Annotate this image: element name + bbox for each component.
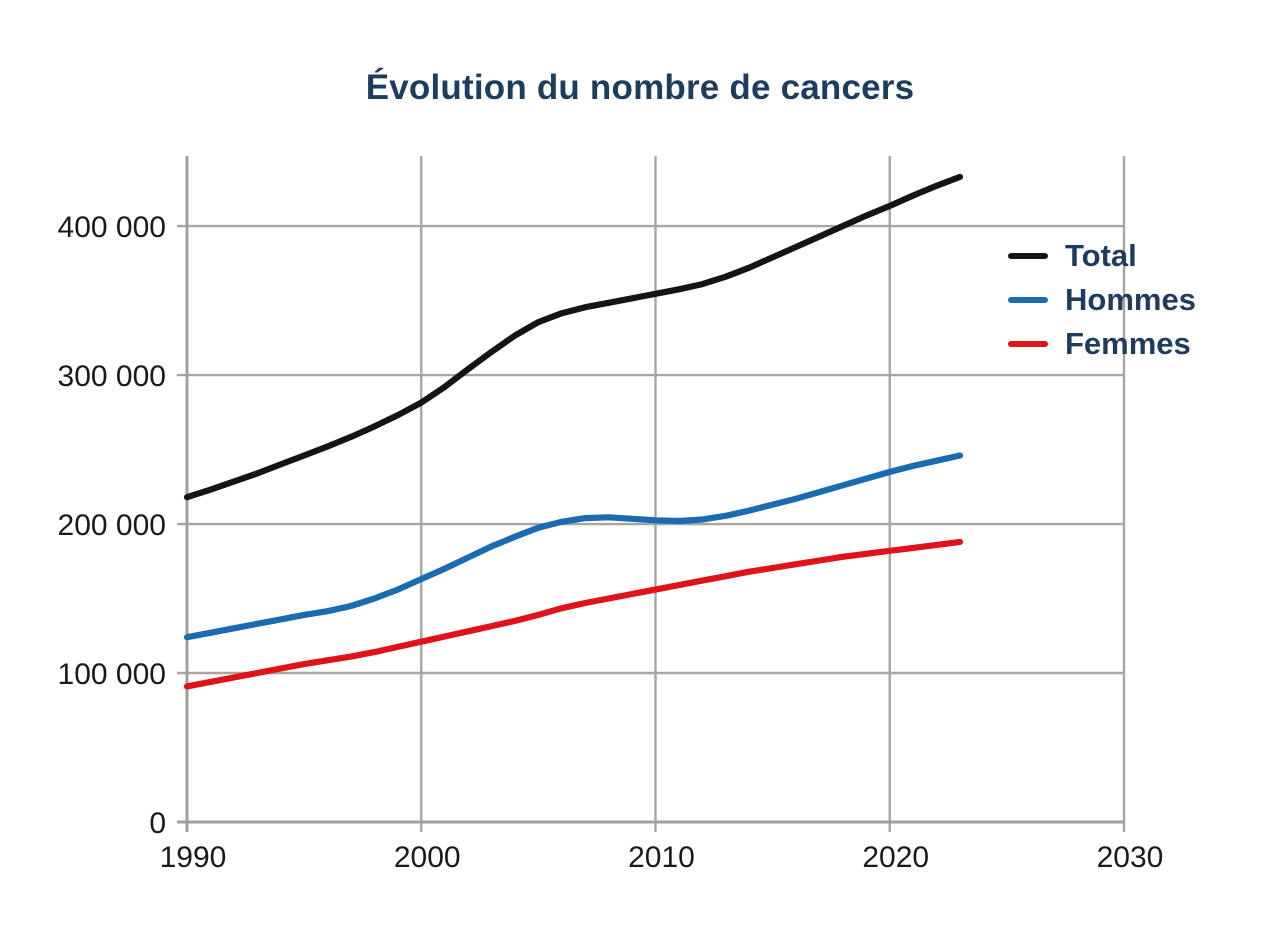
series-line-femmes [183, 538, 964, 690]
series-layer [183, 173, 964, 690]
x-tick-label: 2030 [1097, 841, 1164, 874]
grid-layer [177, 156, 1126, 832]
series-line-total [183, 173, 964, 501]
legend-swatch-femmes [1008, 341, 1048, 347]
y-tick-label: 200 000 [58, 509, 166, 542]
legend-label-femmes: Femmes [1065, 326, 1191, 361]
y-tick-label: 300 000 [58, 360, 166, 393]
legend: Total Hommes Femmes [1008, 234, 1196, 366]
legend-swatch-total [1008, 253, 1048, 259]
y-tick-label: 400 000 [58, 211, 166, 244]
legend-label-hommes: Hommes [1065, 282, 1196, 317]
tick-label-layer: 0 100 000 200 000 300 000 400 000 1990 2000 201… [58, 211, 1164, 874]
x-tick-label: 1990 [160, 841, 227, 874]
y-tick-label: 100 000 [58, 658, 166, 691]
x-tick-label: 2010 [628, 841, 695, 874]
legend-swatch-hommes [1008, 297, 1048, 303]
y-tick-label: 0 [149, 807, 166, 840]
axis-layer [177, 156, 1124, 832]
x-tick-label: 2000 [394, 841, 461, 874]
legend-label-total: Total [1065, 238, 1137, 273]
chart-title: Évolution du nombre de cancers [365, 68, 915, 107]
x-tick-label: 2020 [862, 841, 929, 874]
series-line-hommes [183, 452, 964, 641]
legend-item-femmes: Femmes [1008, 322, 1196, 366]
legend-item-hommes: Hommes [1008, 278, 1196, 322]
legend-item-total: Total [1008, 234, 1196, 278]
